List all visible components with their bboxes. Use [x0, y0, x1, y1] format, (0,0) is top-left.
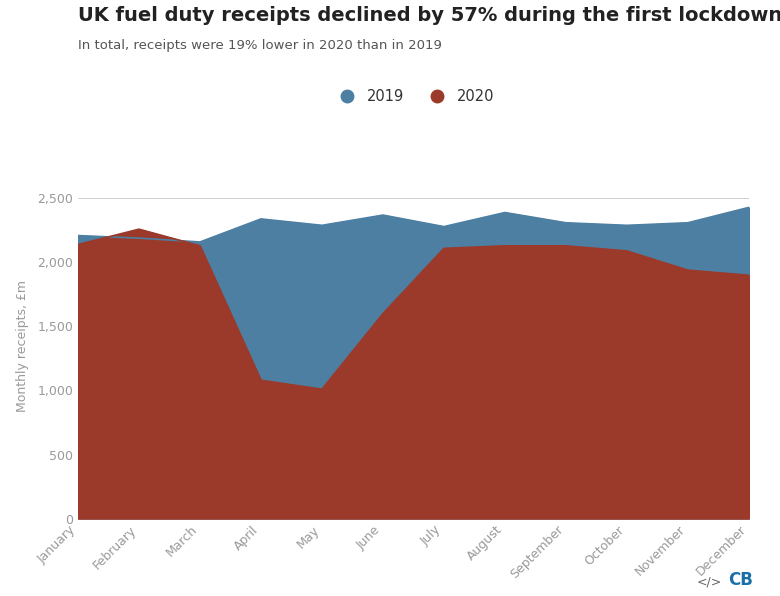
Text: UK fuel duty receipts declined by 57% during the first lockdown: UK fuel duty receipts declined by 57% du…: [78, 6, 780, 25]
Text: CB: CB: [728, 571, 753, 589]
Text: In total, receipts were 19% lower in 2020 than in 2019: In total, receipts were 19% lower in 202…: [78, 39, 442, 52]
Y-axis label: Monthly receipts, £m: Monthly receipts, £m: [16, 280, 29, 412]
Text: </>: </>: [697, 576, 722, 589]
Legend: 2019, 2020: 2019, 2020: [327, 83, 500, 110]
